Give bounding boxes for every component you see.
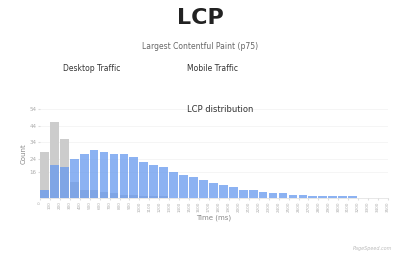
Bar — [70, 182, 78, 198]
Text: Mobile Traffic: Mobile Traffic — [187, 64, 238, 73]
Bar — [90, 150, 98, 198]
Bar — [40, 190, 49, 198]
Bar — [189, 177, 198, 198]
Bar — [120, 195, 128, 198]
Bar — [100, 192, 108, 198]
Bar — [130, 157, 138, 198]
Bar — [269, 193, 278, 198]
Bar — [130, 195, 138, 198]
Y-axis label: Count: Count — [21, 143, 27, 164]
Bar — [60, 167, 69, 198]
X-axis label: Time (ms): Time (ms) — [196, 215, 232, 221]
Text: Largest Contentful Paint (p75): Largest Contentful Paint (p75) — [142, 42, 258, 51]
Bar — [110, 154, 118, 198]
Bar — [100, 152, 108, 198]
Text: 1473: 1473 — [128, 63, 148, 72]
Bar — [140, 162, 148, 198]
Bar — [209, 183, 218, 198]
Bar — [80, 190, 88, 198]
Bar — [259, 192, 268, 198]
Text: Desktop Traffic: Desktop Traffic — [63, 64, 120, 73]
Text: LCP: LCP — [177, 8, 223, 28]
Bar — [60, 139, 69, 198]
Bar — [199, 180, 208, 198]
Bar — [179, 175, 188, 198]
Bar — [159, 197, 168, 198]
Bar — [90, 190, 98, 198]
Bar — [120, 154, 128, 198]
Bar — [50, 122, 59, 198]
Bar — [80, 154, 88, 198]
Bar — [318, 197, 327, 198]
Bar — [50, 165, 59, 198]
Text: LCP distribution: LCP distribution — [187, 105, 253, 114]
Bar — [288, 195, 297, 198]
Bar — [249, 190, 258, 198]
Bar — [348, 197, 357, 198]
Bar — [229, 187, 238, 198]
Bar — [328, 197, 337, 198]
Bar — [149, 197, 158, 198]
Bar — [279, 193, 287, 198]
Text: PageSpeed.com: PageSpeed.com — [353, 246, 392, 251]
Bar — [298, 195, 307, 198]
Bar — [338, 197, 347, 198]
Bar — [70, 158, 78, 198]
Bar — [159, 167, 168, 198]
Bar — [149, 165, 158, 198]
Bar — [40, 152, 49, 198]
Bar — [239, 190, 248, 198]
Text: 3622: 3622 — [246, 63, 266, 72]
Bar — [110, 193, 118, 198]
Bar — [140, 197, 148, 198]
Bar — [169, 172, 178, 198]
Bar — [308, 197, 317, 198]
Bar — [219, 185, 228, 198]
